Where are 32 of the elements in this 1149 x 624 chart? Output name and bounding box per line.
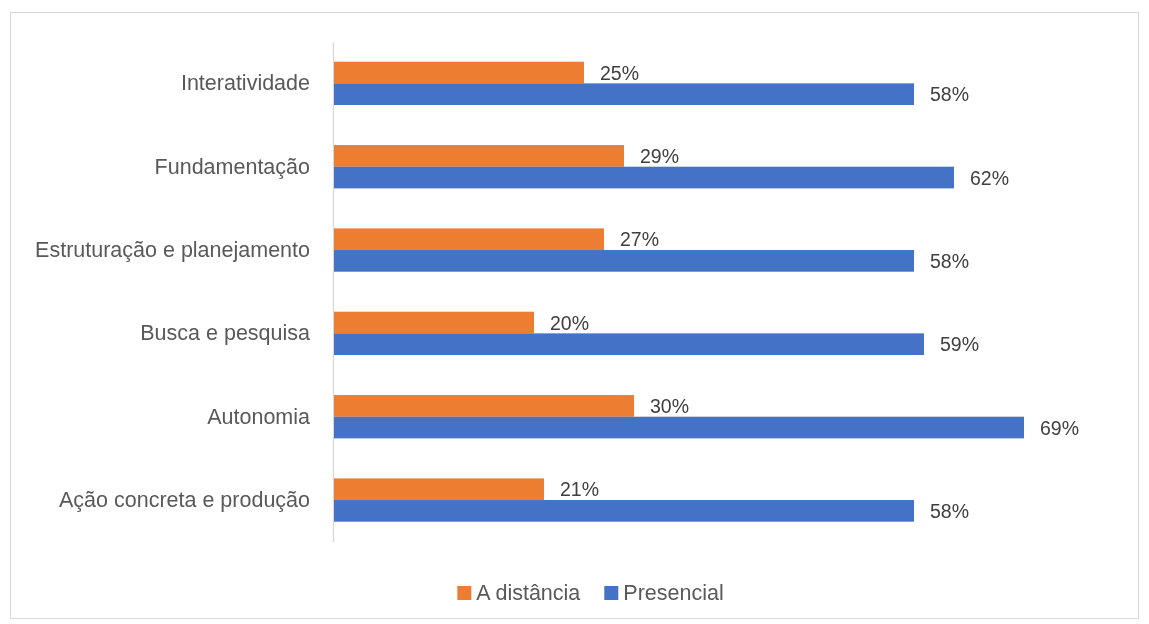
bar <box>334 83 914 106</box>
data-label: 21% <box>560 478 600 501</box>
bar <box>334 145 624 167</box>
y-tick-label: Ação concreta e produção <box>59 487 311 512</box>
data-label: 58% <box>930 249 970 272</box>
bar <box>334 395 634 417</box>
data-label: 59% <box>940 333 980 356</box>
y-tick-label: Busca e pesquisa <box>140 321 311 346</box>
bar <box>334 228 604 251</box>
y-tick-label: Estruturação e planejamento <box>35 237 311 262</box>
bar <box>334 478 544 501</box>
bar <box>334 250 914 272</box>
data-label: 25% <box>600 61 640 84</box>
bar <box>334 500 914 522</box>
bar <box>334 61 584 84</box>
data-label: 58% <box>930 499 970 522</box>
bar <box>334 333 924 356</box>
bar <box>334 166 954 189</box>
data-label: 20% <box>550 311 590 334</box>
bar <box>334 311 534 334</box>
data-label: 29% <box>640 144 680 167</box>
y-tick-label: Autonomia <box>207 404 311 429</box>
data-label: 62% <box>970 166 1010 189</box>
data-label: 30% <box>650 394 690 417</box>
bar <box>334 416 1024 439</box>
legend-label: A distância <box>476 581 581 605</box>
data-label: 69% <box>1040 416 1080 439</box>
data-label: 58% <box>930 83 970 106</box>
y-tick-label: Fundamentação <box>154 154 311 179</box>
y-tick-label: Interatividade <box>180 71 310 96</box>
legend-label: Presencial <box>623 581 724 605</box>
data-label: 27% <box>620 228 660 251</box>
